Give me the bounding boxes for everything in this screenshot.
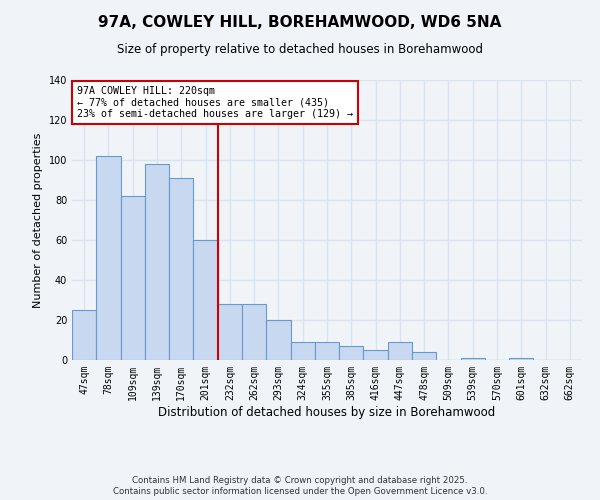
Bar [461, 358, 485, 360]
Bar [96, 156, 121, 360]
X-axis label: Distribution of detached houses by size in Borehamwood: Distribution of detached houses by size … [158, 406, 496, 418]
Bar [242, 304, 266, 360]
Text: 97A COWLEY HILL: 220sqm
← 77% of detached houses are smaller (435)
23% of semi-d: 97A COWLEY HILL: 220sqm ← 77% of detache… [77, 86, 353, 119]
Bar [339, 346, 364, 360]
Bar [121, 196, 145, 360]
Text: Contains HM Land Registry data © Crown copyright and database right 2025.: Contains HM Land Registry data © Crown c… [132, 476, 468, 485]
Bar [388, 342, 412, 360]
Text: 97A, COWLEY HILL, BOREHAMWOOD, WD6 5NA: 97A, COWLEY HILL, BOREHAMWOOD, WD6 5NA [98, 15, 502, 30]
Text: Size of property relative to detached houses in Borehamwood: Size of property relative to detached ho… [117, 42, 483, 56]
Bar [72, 310, 96, 360]
Bar [266, 320, 290, 360]
Bar [290, 342, 315, 360]
Bar [145, 164, 169, 360]
Bar [315, 342, 339, 360]
Text: Contains public sector information licensed under the Open Government Licence v3: Contains public sector information licen… [113, 487, 487, 496]
Bar [218, 304, 242, 360]
Bar [412, 352, 436, 360]
Bar [193, 240, 218, 360]
Bar [364, 350, 388, 360]
Y-axis label: Number of detached properties: Number of detached properties [33, 132, 43, 308]
Bar [169, 178, 193, 360]
Bar [509, 358, 533, 360]
